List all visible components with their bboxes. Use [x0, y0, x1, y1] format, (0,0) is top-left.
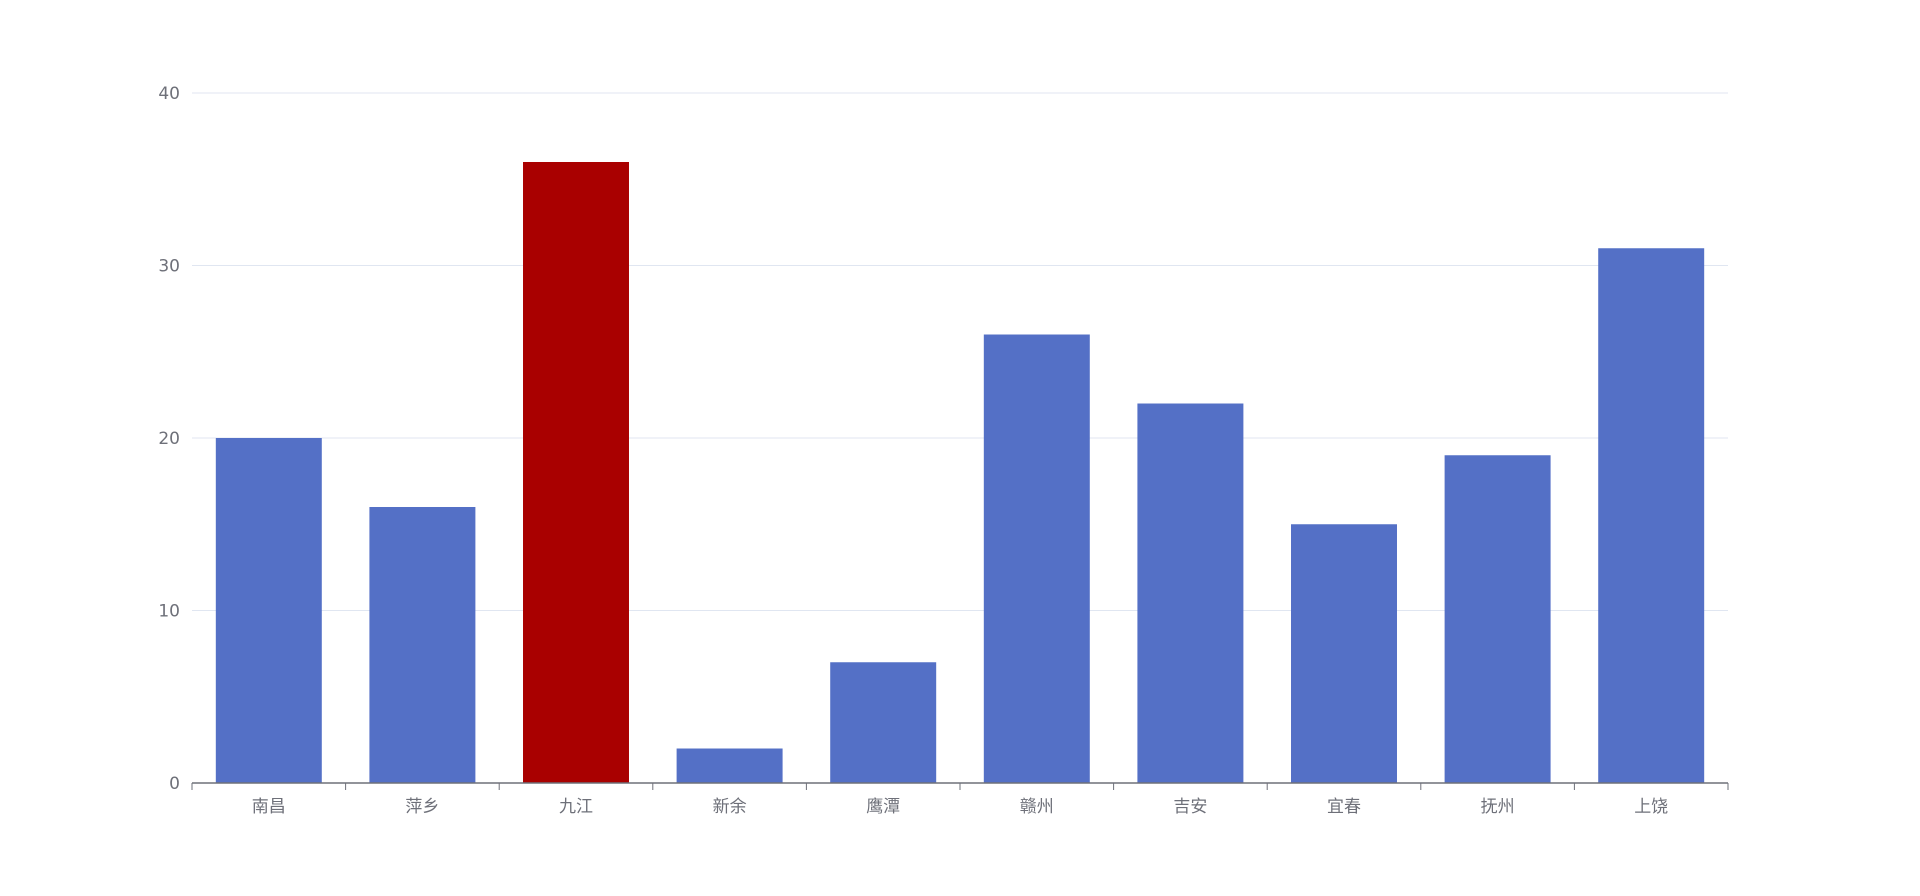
bar [1291, 524, 1397, 783]
bar [369, 507, 476, 783]
y-tick-label: 30 [158, 257, 180, 277]
x-tick-label: 赣州 [1020, 797, 1054, 817]
x-tick-label: 上饶 [1634, 797, 1668, 817]
x-tick-label: 抚州 [1481, 797, 1515, 817]
x-tick-label: 新余 [713, 797, 747, 817]
x-tick-label: 宜春 [1327, 797, 1361, 817]
bar [1444, 455, 1551, 783]
bar [830, 662, 937, 783]
bar [523, 162, 629, 783]
bar [1598, 248, 1705, 783]
bar [1137, 403, 1244, 783]
x-tick-label: 鹰潭 [866, 797, 900, 817]
x-tick-label: 九江 [559, 797, 593, 817]
x-tick-label: 南昌 [252, 797, 286, 817]
x-tick-label: 吉安 [1173, 797, 1207, 817]
bar [983, 334, 1090, 783]
y-tick-label: 10 [158, 602, 180, 622]
y-tick-label: 20 [158, 429, 180, 449]
x-tick-label: 萍乡 [405, 797, 439, 817]
y-tick-label: 40 [158, 84, 180, 104]
y-tick-label: 0 [169, 774, 180, 794]
bar [215, 438, 322, 783]
bar [676, 748, 783, 783]
